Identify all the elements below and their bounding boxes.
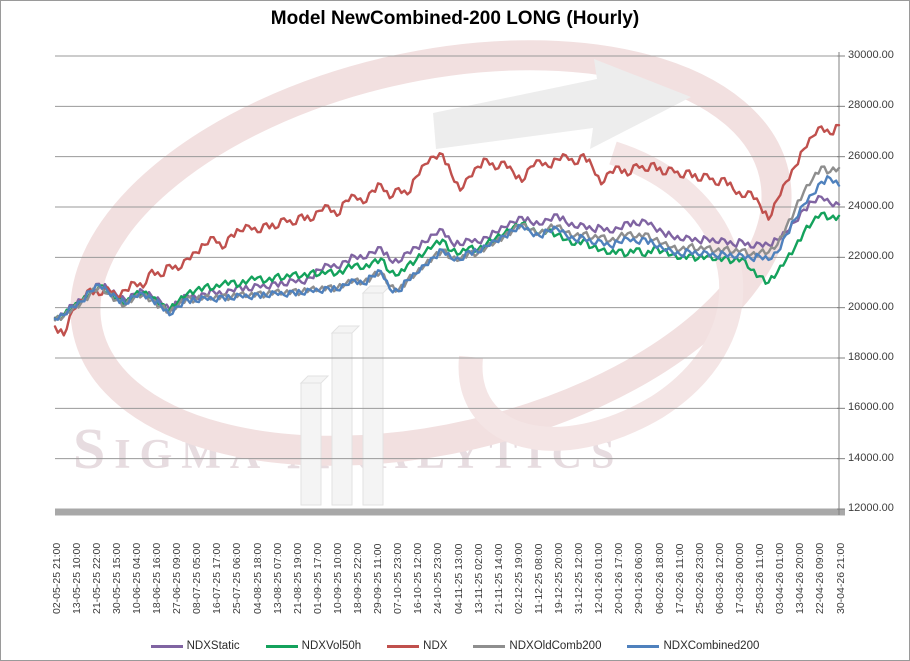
x-axis-label: 01-09-25 17:00 [311,542,324,614]
x-axis-label: 13-08-25 07:00 [271,542,284,614]
legend-marker-icon [265,644,298,648]
y-axis-label: 16000.00 [848,401,894,414]
x-axis-label: 25-02-26 23:00 [693,542,706,614]
x-axis-label: 13-04-26 20:00 [794,542,807,614]
x-axis-label: 11-12-25 08:00 [532,543,545,614]
legend-item-NDXCombined200: NDXCombined200 [627,640,759,652]
legend-item-NDXStatic: NDXStatic [150,640,240,652]
legend-marker-icon [473,644,506,648]
legend-item-NDXOldComb200: NDXOldComb200 [473,640,601,652]
legend-marker-icon [387,644,420,648]
x-axis-label: 13-11-25 02:00 [472,543,485,614]
x-axis-label: 29-09-25 11:00 [372,543,385,614]
x-axis-label: 04-08-25 18:00 [251,542,264,614]
x-axis-label: 17-03-26 00:00 [733,542,746,614]
x-axis-label: 24-10-25 23:00 [432,542,445,614]
x-axis-label: 20-01-26 17:00 [613,542,626,614]
x-axis-label: 31-12-25 12:00 [573,542,586,614]
legend-item-NDX: NDX [387,640,447,652]
x-axis-label: 03-04-26 01:00 [774,542,787,614]
x-axis-label: 12-01-26 01:00 [593,542,606,614]
x-axis-label: 19-12-25 20:00 [553,542,566,614]
x-axis-label: 13-05-25 10:00 [70,542,83,614]
chart-title: Model NewCombined-200 LONG (Hourly) [270,8,640,29]
y-axis-label: 14000.00 [848,451,894,464]
x-axis-label: 16-10-25 12:00 [412,542,425,614]
x-axis-label: 29-01-26 06:00 [633,542,646,614]
sigma-logo-watermark [70,40,792,506]
legend-label: NDX [423,640,448,652]
x-axis-label: 08-07-25 05:00 [191,542,204,614]
watermark-bars [299,285,392,506]
y-axis-label: 18000.00 [848,351,894,363]
legend: NDXStatic NDXVol50h NDX NDXOldComb200 NDXCom… [1,640,909,652]
legend-label: NDXCombined200 [663,640,760,652]
legend-label: NDXVol50h [301,640,362,652]
data-series [53,123,841,337]
y-axis-label: 26000.00 [848,149,894,162]
x-axis-label: 07-10-25 23:00 [392,542,405,614]
x-axis-label: 30-04-26 21:00 [834,542,847,614]
x-axis-label: 25-07-25 06:00 [231,542,244,614]
watermark-swoosh-ellipse [70,40,792,466]
watermark-inner-hook [458,141,744,451]
x-axis-label: 18-06-25 16:00 [151,542,163,614]
x-axis-label: 21-05-25 22:00 [90,542,103,614]
x-axis-label: 18-09-25 22:00 [352,542,365,614]
legend-marker-icon [627,644,660,648]
y-axis-label: 24000.00 [848,200,894,212]
x-axis-label: 16-07-25 17:00 [211,542,224,614]
y-axis-label: 22000.00 [848,250,894,263]
x-axis-label: 21-08-25 19:00 [291,542,304,614]
x-axis-label: 27-06-25 09:00 [171,542,184,614]
x-axis-label: 06-02-26 18:00 [653,542,666,614]
y-axis-label: 30000.00 [848,49,894,61]
legend-label: NDXOldComb200 [509,640,602,652]
y-axis-label: 20000.00 [848,300,894,313]
x-axis-label: 06-03-26 12:00 [713,542,726,614]
gridlines [55,52,845,516]
x-axis-label: 04-11-25 13:00 [452,543,465,614]
legend-item-NDXVol50h: NDXVol50h [265,640,362,652]
series-line-NDX [53,123,841,337]
x-axis-label: 25-03-26 11:00 [754,543,767,614]
watermark-arrow-icon [433,59,691,149]
x-axis-label: 10-09-25 10:00 [331,542,344,614]
legend-label: NDXStatic [186,640,240,652]
x-axis-label: 30-05-25 15:00 [110,542,123,614]
series-line-NDXCombined200 [53,175,841,321]
x-axis-label: 21-11-25 14:00 [492,543,505,614]
watermark-word1-initial: S [73,416,115,481]
x-axis-label: 02-05-25 21:00 [50,542,63,614]
x-axis-label: 17-02-26 11:00 [673,543,686,614]
x-axis-label: 22-04-26 09:00 [814,542,827,614]
x-axis-label: 02-12-25 19:00 [512,542,525,614]
legend-marker-icon [150,644,183,648]
y-axis-label: 12000.00 [848,502,894,514]
x-axis-baseline [55,508,845,516]
x-axis-label: 10-06-25 04:00 [130,542,143,614]
y-axis-label: 28000.00 [848,99,894,112]
